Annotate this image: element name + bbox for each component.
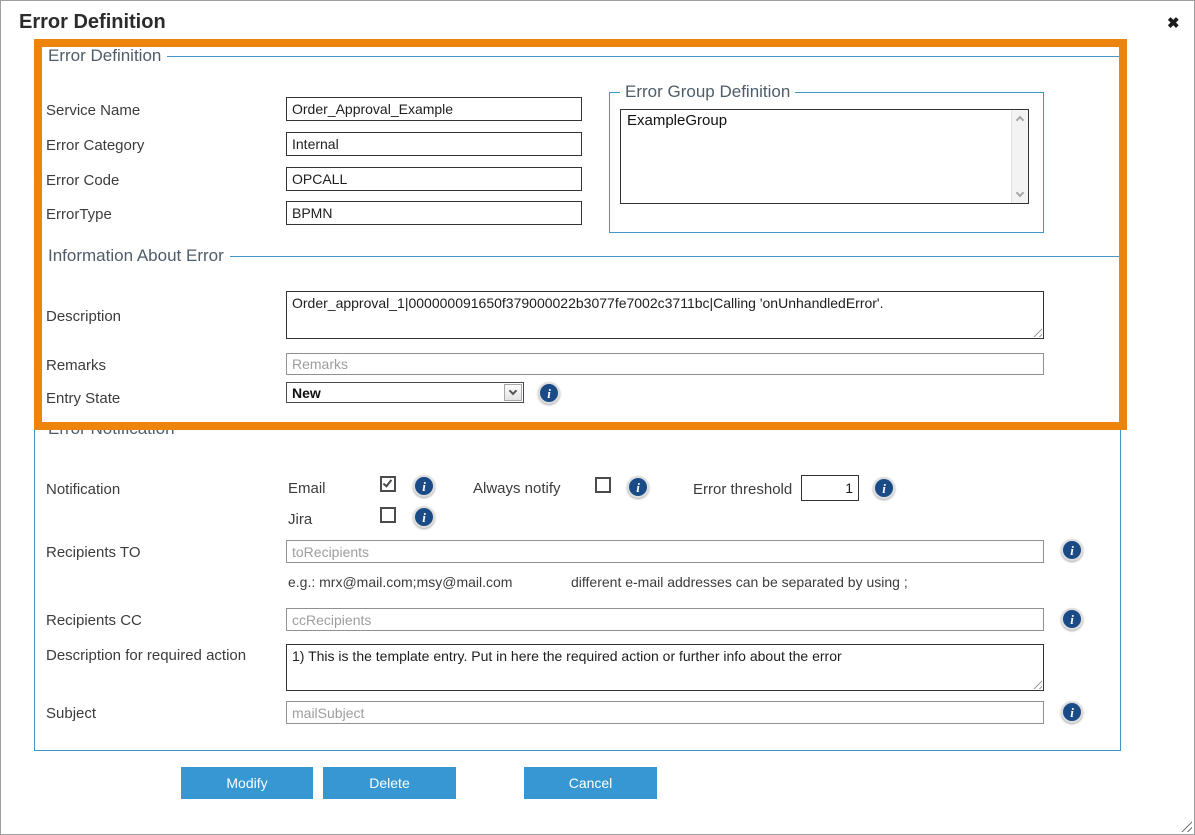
jira-info-icon[interactable]: i — [413, 506, 435, 528]
cancel-button[interactable]: Cancel — [524, 767, 657, 799]
email-example-hint: e.g.: mrx@mail.com;msy@mail.com — [288, 574, 513, 590]
subject-info-icon[interactable]: i — [1061, 701, 1083, 723]
resize-grip-icon[interactable] — [1032, 679, 1042, 689]
entry-state-info-icon[interactable]: i — [538, 382, 560, 404]
recipients-to-input[interactable] — [286, 540, 1044, 563]
recipients-cc-label: Recipients CC — [46, 612, 142, 629]
error-group-listbox[interactable]: ExampleGroup — [620, 109, 1029, 204]
scroll-down-icon[interactable] — [1015, 188, 1025, 198]
service-name-label: Service Name — [46, 102, 141, 119]
jira-label: Jira — [288, 511, 313, 528]
delete-button[interactable]: Delete — [323, 767, 456, 799]
description-label: Description — [46, 308, 122, 325]
error-threshold-label: Error threshold — [693, 481, 793, 498]
remarks-input[interactable] — [286, 353, 1044, 375]
resize-grip-icon[interactable] — [1032, 327, 1042, 337]
remarks-label: Remarks — [46, 357, 107, 374]
entry-state-select[interactable]: New — [286, 382, 524, 403]
error-category-label: Error Category — [46, 137, 145, 154]
required-action-label: Description for required action — [46, 647, 247, 664]
entry-state-value: New — [292, 384, 321, 401]
recipients-cc-input[interactable] — [286, 608, 1044, 631]
email-info-icon[interactable]: i — [413, 475, 435, 497]
error-category-input[interactable] — [286, 132, 582, 156]
error-definition-top-border — [34, 56, 1121, 57]
legend-error-group-definition: Error Group Definition — [620, 82, 796, 102]
checkmark-icon — [382, 477, 393, 488]
scroll-up-icon[interactable] — [1015, 115, 1025, 125]
entry-state-label: Entry State — [46, 390, 121, 407]
legend-error-definition: Error Definition — [42, 46, 168, 66]
error-code-label: Error Code — [46, 172, 120, 189]
notification-section-top-border — [34, 429, 1121, 430]
description-textarea[interactable]: Order_approval_1|000000091650f379000022b… — [286, 291, 1044, 339]
always-notify-checkbox[interactable] — [595, 477, 611, 493]
always-notify-info-icon[interactable]: i — [627, 476, 649, 498]
legend-information-about-error: Information About Error — [42, 246, 230, 266]
information-section-top-border — [34, 256, 1121, 257]
modify-button[interactable]: Modify — [181, 767, 313, 799]
error-type-input[interactable] — [286, 201, 582, 225]
jira-checkbox[interactable] — [380, 507, 396, 523]
dialog-resize-grip-icon[interactable] — [1181, 821, 1192, 832]
error-threshold-info-icon[interactable]: i — [873, 477, 895, 499]
recipients-cc-info-icon[interactable]: i — [1061, 608, 1083, 630]
subject-label: Subject — [46, 705, 97, 722]
listbox-scrollbar[interactable] — [1011, 110, 1028, 203]
dialog-title: Error Definition — [19, 11, 166, 33]
email-label: Email — [288, 480, 326, 497]
legend-error-notification: Error Notification — [42, 419, 181, 439]
recipients-to-label: Recipients TO — [46, 544, 141, 561]
notification-label: Notification — [46, 481, 121, 498]
required-action-textarea[interactable]: 1) This is the template entry. Put in he… — [286, 644, 1044, 691]
recipients-to-info-icon[interactable]: i — [1061, 539, 1083, 561]
error-code-input[interactable] — [286, 167, 582, 191]
email-checkbox[interactable] — [380, 476, 396, 492]
chevron-down-icon[interactable] — [504, 384, 522, 401]
close-icon[interactable]: ✖ — [1167, 15, 1180, 32]
error-group-list-item[interactable]: ExampleGroup — [627, 112, 728, 129]
service-name-input[interactable] — [286, 97, 582, 121]
always-notify-label: Always notify — [473, 480, 561, 497]
error-threshold-input[interactable] — [801, 475, 859, 501]
error-type-label: ErrorType — [46, 206, 112, 223]
email-separator-hint: different e-mail addresses can be separa… — [571, 574, 908, 590]
subject-input[interactable] — [286, 701, 1044, 724]
